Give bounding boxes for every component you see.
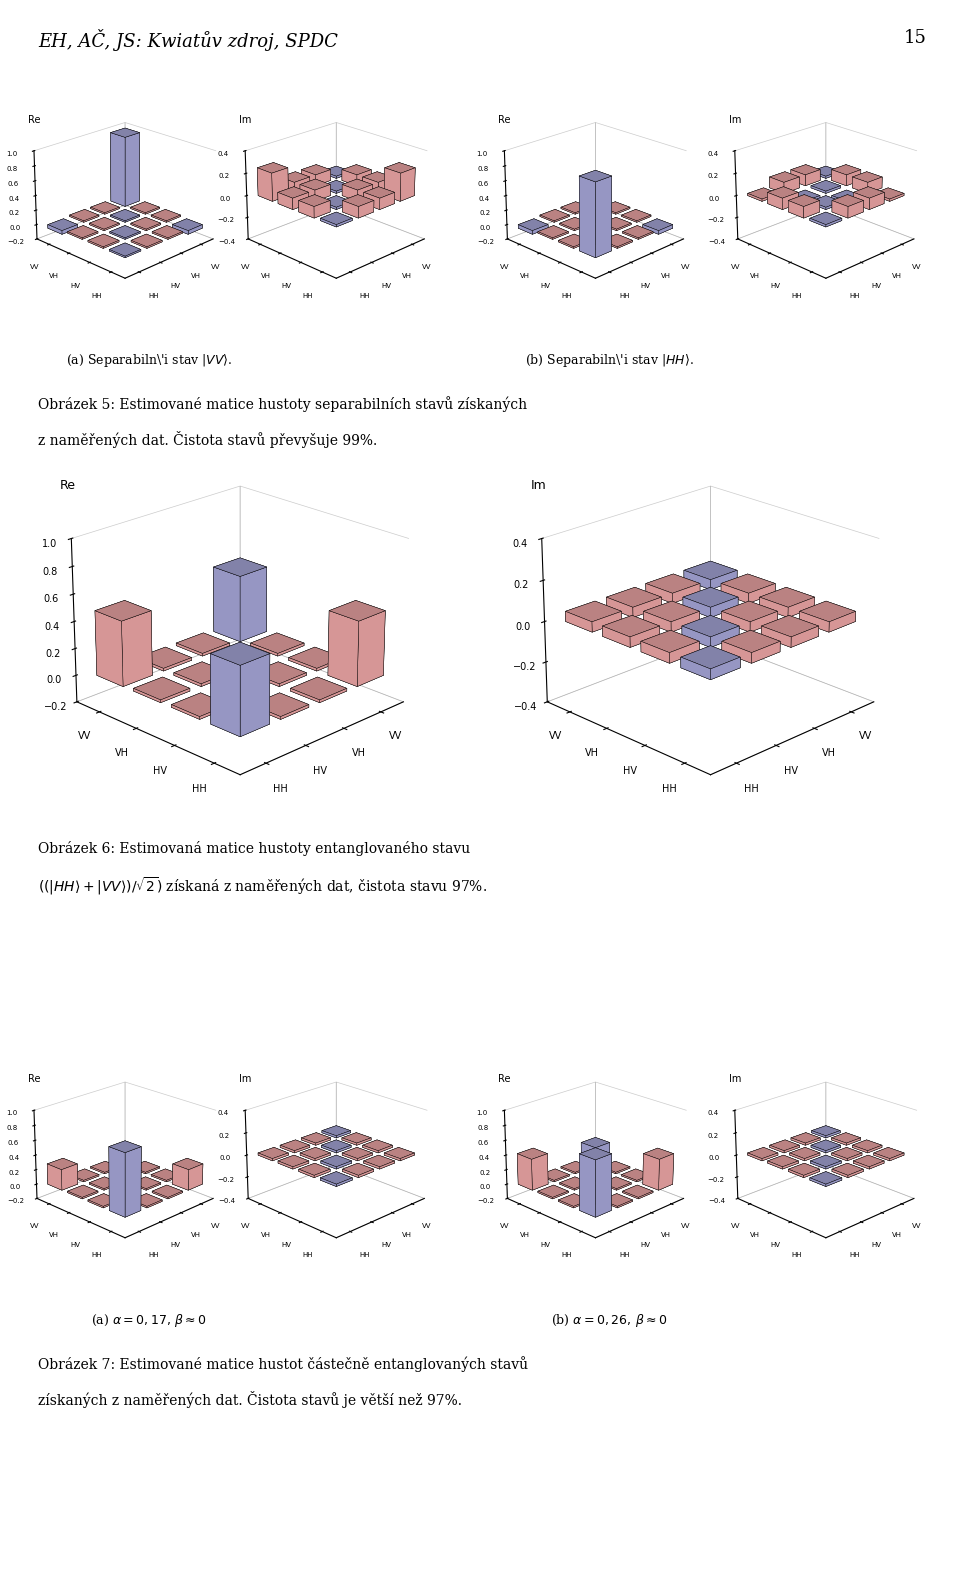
Text: (a) $\alpha = 0,17,\, \beta \approx 0$: (a) $\alpha = 0,17,\, \beta \approx 0$: [91, 1312, 206, 1329]
Text: z naměřených dat. Čistota stavů převyšuje 99%.: z naměřených dat. Čistota stavů převyšuj…: [38, 431, 377, 449]
Text: Re: Re: [498, 114, 511, 125]
Text: (a) Separabiln\'i stav $|VV\rangle$.: (a) Separabiln\'i stav $|VV\rangle$.: [65, 352, 232, 370]
Text: Re: Re: [28, 1074, 40, 1085]
Text: Im: Im: [239, 1074, 252, 1085]
Text: Im: Im: [531, 479, 546, 492]
Text: EH, AČ, JS: Kwiatův zdroj, SPDC: EH, AČ, JS: Kwiatův zdroj, SPDC: [38, 29, 338, 51]
Text: Obrázek 6: Estimovaná matice hustoty entanglovaného stavu: Obrázek 6: Estimovaná matice hustoty ent…: [38, 841, 470, 855]
Text: Im: Im: [729, 114, 741, 125]
Text: $((|HH\rangle + |VV\rangle)/\sqrt{2})$ získaná z naměřených dat, čistota stavu 9: $((|HH\rangle + |VV\rangle)/\sqrt{2})$ z…: [38, 875, 488, 898]
Text: Obrázek 5: Estimované matice hustoty separabilních stavů získaných: Obrázek 5: Estimované matice hustoty sep…: [38, 396, 528, 412]
Text: získaných z naměřených dat. Čistota stavů je větší než 97%.: získaných z naměřených dat. Čistota stav…: [38, 1391, 463, 1408]
Text: (b) Separabiln\'i stav $|HH\rangle$.: (b) Separabiln\'i stav $|HH\rangle$.: [525, 352, 694, 370]
Text: Re: Re: [60, 479, 76, 492]
Text: (b) $\alpha = 0,26,\, \beta \approx 0$: (b) $\alpha = 0,26,\, \beta \approx 0$: [551, 1312, 668, 1329]
Text: Obrázek 7: Estimované matice hustot částečně entanglovaných stavů: Obrázek 7: Estimované matice hustot část…: [38, 1356, 529, 1372]
Text: Im: Im: [729, 1074, 741, 1085]
Text: Re: Re: [498, 1074, 511, 1085]
Text: Im: Im: [239, 114, 252, 125]
Text: 15: 15: [903, 29, 926, 48]
Text: Re: Re: [28, 114, 40, 125]
